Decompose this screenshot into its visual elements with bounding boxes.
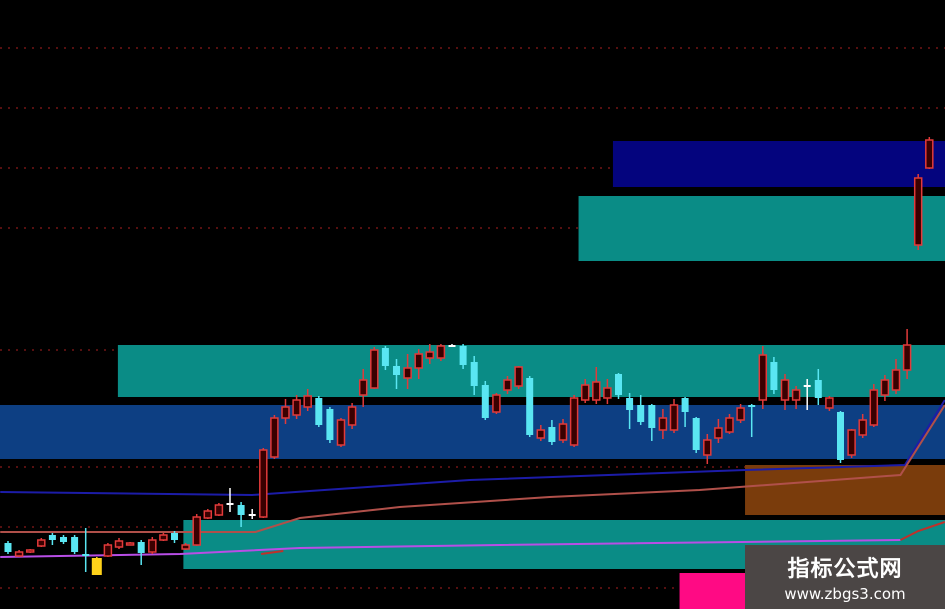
candle-body [847, 429, 856, 456]
indicator-line [899, 521, 945, 541]
candle-body [436, 345, 446, 359]
candle-body [770, 362, 778, 390]
zone-band [745, 465, 945, 515]
indicator-line [260, 550, 284, 555]
candle-body [681, 398, 689, 412]
candle-body [203, 510, 213, 519]
candle-body [536, 429, 546, 439]
candle-body [448, 345, 456, 347]
zone-band [612, 141, 945, 187]
candle-body [214, 504, 224, 516]
candle-body [791, 389, 801, 401]
candle-body [381, 348, 389, 366]
candle-body [748, 405, 756, 407]
candle-body [459, 346, 467, 365]
indicator-line [0, 539, 901, 558]
candle-body [803, 385, 811, 387]
candle-body [615, 374, 622, 395]
zone-band [0, 405, 945, 459]
candle-body [137, 542, 145, 553]
zone-band [679, 573, 746, 609]
candle-body [725, 417, 734, 433]
candle-body [869, 389, 879, 426]
candle-body [393, 366, 400, 375]
candle-body [692, 418, 700, 450]
signal-bar [91, 558, 102, 575]
candle-body [669, 404, 679, 431]
candle-body [159, 534, 168, 541]
candle-body [780, 379, 790, 401]
candle-body [403, 367, 412, 379]
candle-body [714, 427, 723, 439]
candle-body [825, 397, 834, 409]
candle-body [60, 537, 67, 542]
candle-body [148, 539, 157, 553]
candle-body [82, 554, 90, 556]
candle-body [492, 394, 501, 413]
candle-body [37, 539, 46, 547]
candle-body [281, 406, 290, 419]
candle-body [414, 353, 423, 369]
candle-body [326, 409, 334, 440]
candle-body [569, 397, 579, 446]
candle-body [548, 427, 556, 442]
candle-body [925, 139, 934, 169]
candle-body [470, 362, 478, 386]
candle-body [891, 369, 901, 391]
candle-body [902, 344, 912, 371]
candle-body [181, 544, 190, 550]
candle-body [237, 505, 245, 515]
candle-body [658, 417, 668, 431]
candle-body [637, 405, 645, 422]
candle-body [626, 398, 634, 410]
candle-body [503, 379, 512, 391]
candle-body [14, 551, 24, 557]
candle-body [481, 385, 489, 418]
candle-body [558, 423, 568, 441]
candle-body [514, 366, 523, 387]
candle-body [248, 514, 256, 516]
candle-body [192, 516, 201, 546]
candle-body [303, 395, 312, 408]
candle-body [758, 354, 768, 401]
candle-body [171, 533, 178, 540]
candle-body [114, 540, 124, 548]
candle-body [648, 405, 656, 428]
candle-body [4, 543, 12, 552]
candle-body [259, 449, 268, 518]
candle-body [603, 387, 612, 399]
candle-body [71, 537, 79, 552]
candle-body [370, 349, 379, 389]
zone-band [578, 196, 945, 261]
candle-body [837, 412, 844, 460]
candle-body [858, 419, 867, 436]
watermark: 指标公式网 www.zbgs3.com [745, 545, 945, 609]
candle-body [913, 177, 923, 246]
candle-body [103, 544, 113, 557]
candle-body [336, 419, 346, 446]
candle-body [880, 379, 890, 396]
candle-body [270, 417, 279, 458]
candle-body [125, 542, 135, 546]
candle-body [580, 384, 590, 401]
candle-body [526, 378, 534, 435]
candle-body [592, 381, 601, 401]
watermark-url: www.zbgs3.com [784, 585, 906, 603]
candle-body [736, 407, 745, 421]
candle-body [814, 380, 822, 398]
candle-body [48, 535, 56, 540]
indicator-line [0, 404, 945, 533]
candle-body [703, 439, 712, 456]
candle-body [347, 406, 357, 426]
candle-body [226, 503, 234, 505]
candle-body [25, 549, 35, 553]
candle-body [425, 351, 435, 359]
candle-body [358, 379, 368, 396]
indicator-line [0, 399, 945, 497]
candle-body [315, 398, 323, 425]
watermark-title: 指标公式网 [787, 557, 903, 582]
candle-body [292, 399, 301, 416]
